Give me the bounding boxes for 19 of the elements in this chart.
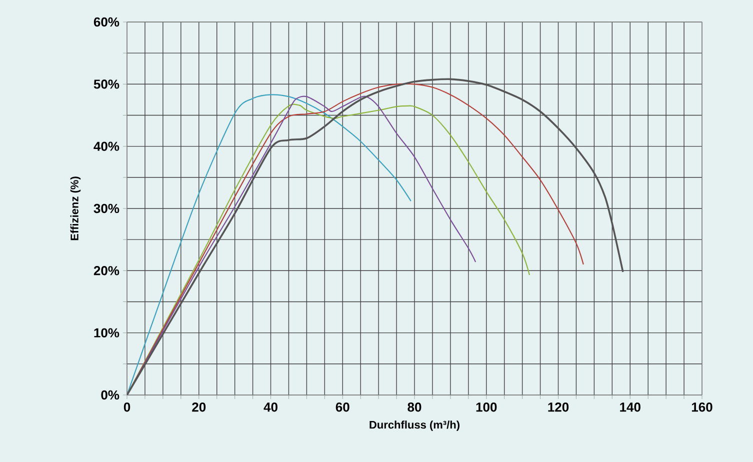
line-series xyxy=(127,94,412,395)
y-tick-label: 50% xyxy=(94,80,120,89)
y-tick-label: 60% xyxy=(94,17,120,27)
x-tick-label: 60 xyxy=(336,402,350,412)
x-tick-label: 0 xyxy=(124,402,130,412)
x-tick-label: 20 xyxy=(192,402,206,412)
x-tick-label: 140 xyxy=(620,402,640,412)
y-tick-label: 40% xyxy=(94,142,120,151)
y-tick-label: 0% xyxy=(101,390,120,400)
x-tick-label: 160 xyxy=(692,402,712,412)
x-tick-label: 40 xyxy=(264,402,278,412)
y-tick-label: 20% xyxy=(94,266,120,276)
y-axis-title: Effizienz (%) xyxy=(70,176,81,240)
x-axis-title: Durchfluss (m³/h) xyxy=(370,420,460,431)
y-tick-label: 10% xyxy=(94,328,120,338)
x-tick-label: 80 xyxy=(408,402,422,412)
y-tick-label: 30% xyxy=(94,204,120,214)
x-tick-label: 120 xyxy=(548,402,569,412)
x-tick-label: 100 xyxy=(476,402,497,412)
